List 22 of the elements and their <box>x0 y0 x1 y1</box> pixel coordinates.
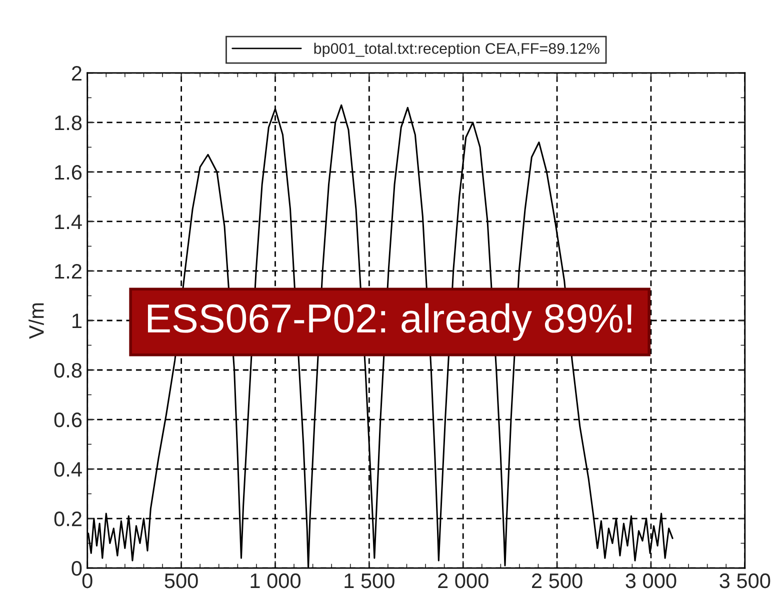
y-tick-label: 0.2 <box>54 512 82 526</box>
y-tick-label: 0.6 <box>54 412 82 428</box>
y-tick-label: 1 <box>72 314 82 328</box>
x-tick-label: 2 500 <box>532 573 582 588</box>
x-tick-label: 500 <box>164 573 198 588</box>
y-tick-label: 0.4 <box>54 462 82 477</box>
x-tick-label: 1 000 <box>250 573 300 588</box>
y-tick-label: 1.2 <box>55 264 82 279</box>
x-tick-label: 3 500 <box>720 573 770 588</box>
y-tick-label: 1.6 <box>55 164 82 180</box>
y-tick-label: 2 <box>72 66 82 81</box>
y-axis-title: V/m <box>28 303 44 339</box>
x-tick-label: 3 000 <box>626 573 676 588</box>
x-tick-label: 2 000 <box>438 573 488 588</box>
y-tick-label: 1.4 <box>55 214 82 230</box>
annotation: ESS067-P02: already 89%! <box>148 303 632 341</box>
y-tick-label: 1.8 <box>55 115 82 130</box>
x-tick-label: 1 500 <box>344 573 394 588</box>
y-tick-label: 0 <box>72 561 82 576</box>
x-tick-label: 0 <box>82 573 92 588</box>
y-tick-label: 0.8 <box>54 363 82 378</box>
legend-label: bp001_total.txt:reception CEA,FF=89.12% <box>314 42 600 57</box>
